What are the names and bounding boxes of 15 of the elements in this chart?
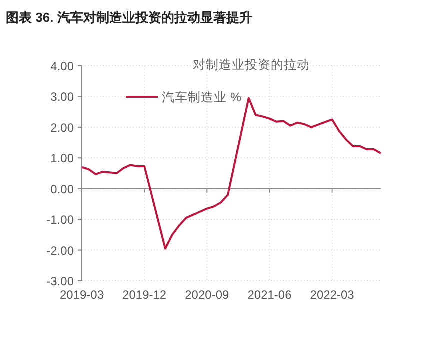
y-tick-label: 4.00	[50, 60, 74, 74]
y-tick-label: 2.00	[50, 120, 74, 135]
x-tick-label: 2019-12	[122, 288, 167, 302]
y-tick-label: -1.00	[46, 213, 74, 228]
y-tick-label: 3.00	[50, 90, 74, 104]
x-tick-label: 2019-03	[60, 288, 104, 302]
y-tick-label: 1.00	[50, 152, 74, 166]
y-tick-label: -2.00	[46, 244, 74, 258]
chart-title: 图表 36. 汽车对制造业投资的拉动显著提升	[6, 10, 252, 25]
x-tick-label: 2022-03	[310, 288, 355, 302]
x-tick-label: 2021-06	[248, 288, 292, 302]
y-tick-label: -3.00	[46, 274, 74, 288]
legend-label: 汽车制造业 %	[162, 90, 242, 104]
y-tick-label: 0.00	[50, 182, 74, 196]
x-tick-label: 2020-09	[185, 288, 230, 302]
